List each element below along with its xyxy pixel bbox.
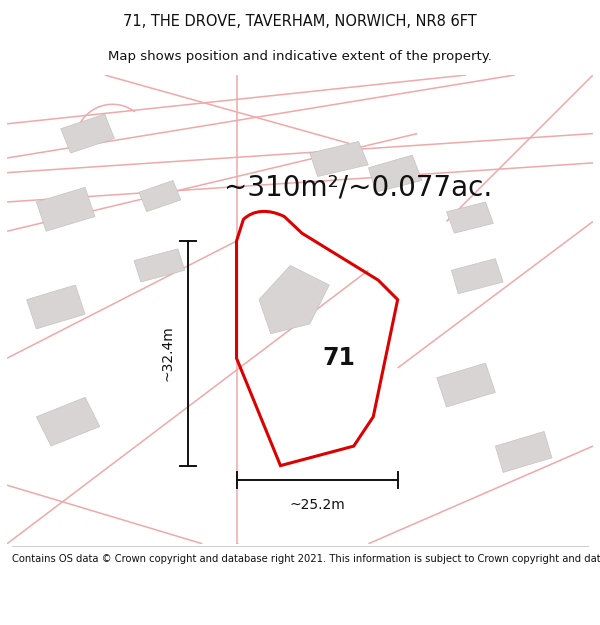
Text: Map shows position and indicative extent of the property.: Map shows position and indicative extent…	[108, 50, 492, 62]
Polygon shape	[61, 114, 115, 153]
Text: ~25.2m: ~25.2m	[289, 498, 345, 512]
Polygon shape	[37, 398, 100, 446]
Text: ~32.4m: ~32.4m	[160, 326, 174, 381]
Text: Contains OS data © Crown copyright and database right 2021. This information is : Contains OS data © Crown copyright and d…	[12, 554, 600, 564]
Text: 71: 71	[323, 346, 356, 370]
Polygon shape	[451, 259, 503, 294]
Polygon shape	[134, 249, 185, 282]
Polygon shape	[437, 363, 496, 407]
Polygon shape	[37, 188, 95, 231]
Polygon shape	[446, 202, 493, 233]
Text: ~310m²/~0.077ac.: ~310m²/~0.077ac.	[224, 173, 493, 201]
Polygon shape	[368, 155, 422, 192]
Polygon shape	[310, 141, 368, 176]
Polygon shape	[496, 431, 552, 472]
Polygon shape	[259, 266, 329, 334]
Polygon shape	[139, 181, 181, 212]
Polygon shape	[26, 285, 85, 329]
Text: 71, THE DROVE, TAVERHAM, NORWICH, NR8 6FT: 71, THE DROVE, TAVERHAM, NORWICH, NR8 6F…	[123, 14, 477, 29]
